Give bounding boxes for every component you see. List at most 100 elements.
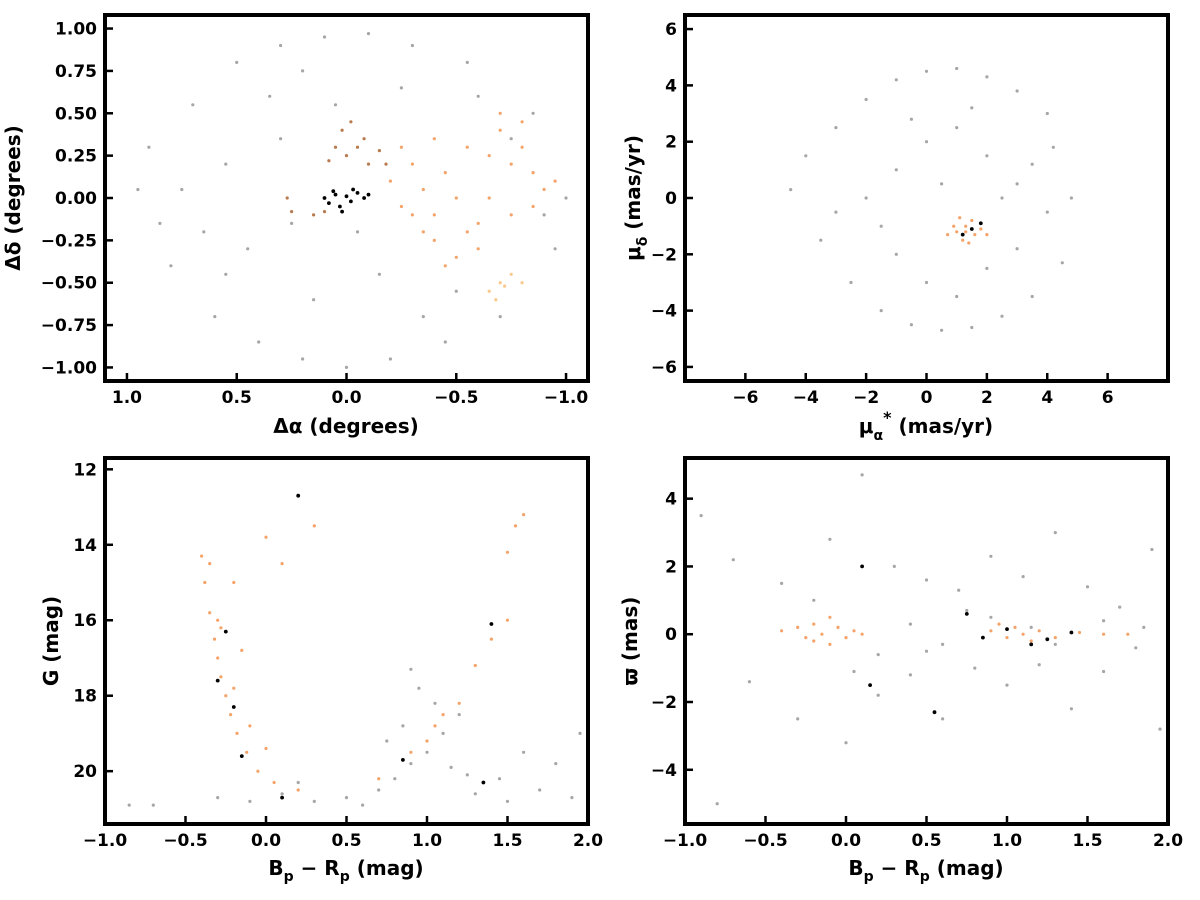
cmd-y-tick-label: 20 <box>73 762 97 782</box>
plx-point-member <box>997 622 1001 626</box>
plx-point-core <box>1069 630 1074 635</box>
sky-point-cluster_b <box>344 154 349 158</box>
pm-point-field <box>1045 111 1049 116</box>
cmd-point-member <box>235 731 239 736</box>
cmd-point-field <box>280 792 284 796</box>
cmd-point-member <box>216 618 220 622</box>
pm-y-tick-label: −4 <box>651 302 677 322</box>
sky-point-field <box>169 264 173 268</box>
sky-point-field <box>301 69 305 73</box>
pm-y-tick-label: 0 <box>665 189 677 209</box>
pm-x-tick-label: 0 <box>921 388 933 408</box>
plx-point-core <box>1045 637 1050 642</box>
plx-point-field <box>796 717 800 721</box>
cmd-point-field <box>473 792 477 796</box>
pm-ticks: −6 −4 −2 0 2 4 6 −6 −4 −2 0 2 4 6 <box>651 20 1114 408</box>
plx-point-field <box>957 588 961 592</box>
cmd-point-member <box>505 550 510 554</box>
sky-point-field <box>333 103 338 107</box>
plx-point-field <box>924 578 929 582</box>
plx-point-member <box>1126 632 1130 636</box>
plx-x-tick-label: 0.0 <box>831 831 861 851</box>
sky-y-tick-label: −0.50 <box>41 274 97 294</box>
pm-point-field <box>970 325 974 330</box>
plx-y-tick-label: −2 <box>651 693 677 713</box>
pm-point-field <box>1000 314 1004 318</box>
sky-point-cluster_c <box>494 298 498 302</box>
plx-x-label: Bp − Rp (mag) <box>848 856 1003 885</box>
plx-y-tick-label: 0 <box>665 625 677 645</box>
plx-point-member <box>844 636 848 640</box>
plx-point-field <box>892 564 896 569</box>
cmd-point-field <box>344 796 349 800</box>
sky-x-tick-label: 0.0 <box>331 388 361 408</box>
cmd-point-core <box>231 705 236 709</box>
sky-point-member <box>520 120 524 124</box>
sky-point-member <box>520 145 524 149</box>
plx-point-field <box>1029 625 1033 630</box>
plx-point-field <box>876 693 880 697</box>
sky-point-cluster_b <box>384 162 388 166</box>
plx-x-tick-label: 0.5 <box>911 831 941 851</box>
sky-point-field <box>498 315 502 319</box>
pm-point-field <box>819 238 823 242</box>
sky-point-field <box>454 289 458 293</box>
pm-point-field <box>909 323 914 327</box>
cmd-point-field <box>522 750 526 754</box>
sky-point-member <box>476 221 480 225</box>
cmd-y-tick-label: 12 <box>73 460 97 480</box>
plx-point-member <box>780 629 784 633</box>
plx-ticks: −1.0 −0.5 0.0 0.5 1.0 1.5 2.0 −4 −2 0 2 4 <box>651 490 1183 851</box>
sky-point-member <box>454 196 458 200</box>
sky-point-field <box>553 247 557 251</box>
pm-point-field <box>985 75 989 79</box>
sky-point-field <box>421 315 425 319</box>
sky-y-tick-label: 1.00 <box>55 20 97 40</box>
plx-point-field <box>715 802 719 806</box>
cmd-point-field <box>409 667 413 671</box>
plx-y-label: ϖ (mas) <box>618 597 642 686</box>
cmd-point-member <box>409 750 413 754</box>
plx-x-tick-label: 1.5 <box>1072 831 1102 851</box>
pm-x-tick-label: −4 <box>793 388 819 408</box>
sky-point-core <box>362 196 366 200</box>
cmd-point-field <box>393 777 397 781</box>
sky-point-core <box>349 199 353 204</box>
pm-x-tick-label: 6 <box>1102 388 1114 408</box>
cmd-point-field <box>449 765 453 770</box>
plx-point-field <box>1102 669 1106 674</box>
pm-x-tick-label: −2 <box>853 388 879 408</box>
plx-point-member <box>836 625 840 630</box>
plx-point-member <box>820 632 824 636</box>
cmd-point-field <box>441 731 445 736</box>
cmd-point-member <box>457 701 461 705</box>
cmd-point-member <box>473 663 477 668</box>
plx-point-field <box>852 669 856 674</box>
sky-point-field <box>465 60 469 64</box>
pm-point-field <box>834 126 838 130</box>
pm-point-field <box>1069 196 1073 200</box>
pm-point-field <box>1015 89 1019 93</box>
plx-frame <box>683 456 1170 826</box>
pm-point-member <box>964 224 968 228</box>
pm-point-member <box>964 230 968 234</box>
cmd-point-field <box>570 796 574 800</box>
pm-point-field <box>894 252 898 256</box>
plx-point-field <box>860 473 864 477</box>
pm-y-tick-label: 2 <box>665 133 677 153</box>
sky-y-tick-label: 0.00 <box>55 189 97 209</box>
sky-x-tick-label: −0.5 <box>434 388 478 408</box>
plx-point-member <box>852 629 856 633</box>
plx-point-field <box>1021 575 1025 579</box>
pm-point-field <box>1000 196 1004 200</box>
sky-point-member <box>399 145 403 149</box>
cmd-point-member <box>229 713 233 717</box>
cmd-point-core <box>215 678 220 683</box>
pm-point-field <box>864 196 868 200</box>
cmd-point-field <box>127 803 131 807</box>
sky-point-member <box>509 162 513 166</box>
plx-point-member <box>1029 639 1033 643</box>
plx-point-field <box>908 622 913 626</box>
cmd-x-tick-label: −0.5 <box>163 831 207 851</box>
